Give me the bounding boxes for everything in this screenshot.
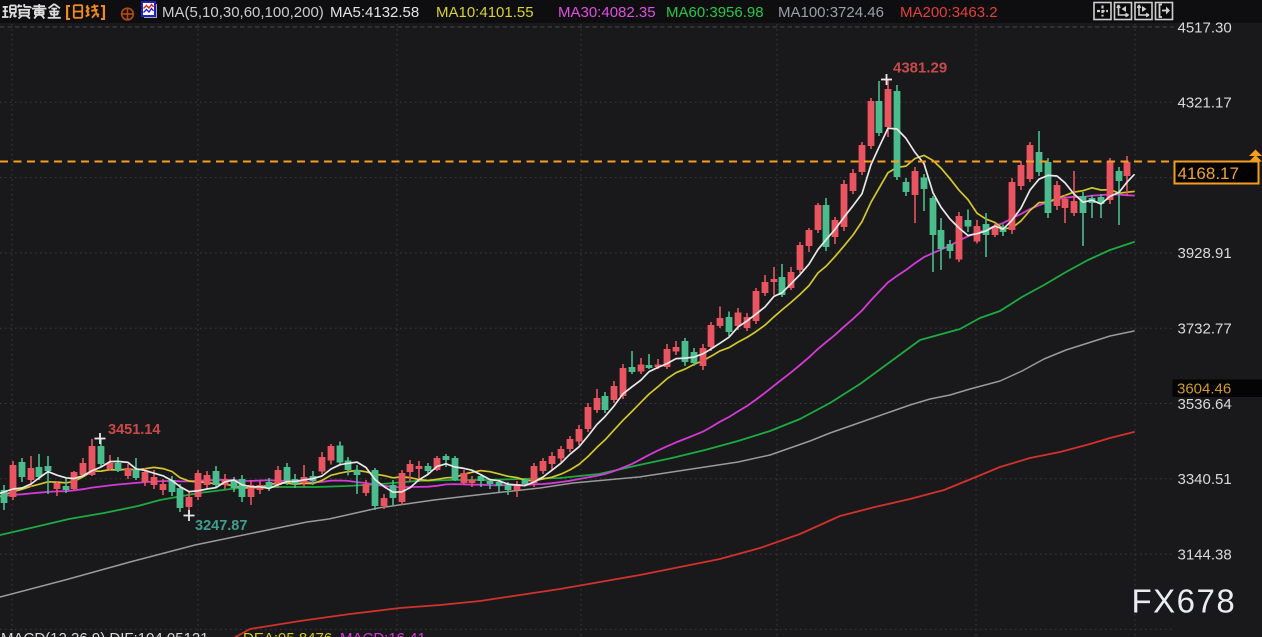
svg-text:3536.64: 3536.64 bbox=[1178, 396, 1232, 413]
svg-text:MA10:4101.55: MA10:4101.55 bbox=[436, 4, 534, 21]
svg-text:MACD(12,26,9) DIF:104.05121: MACD(12,26,9) DIF:104.05121 bbox=[1, 630, 209, 637]
svg-text:3247.87: 3247.87 bbox=[195, 518, 247, 534]
svg-text:3144.38: 3144.38 bbox=[1178, 546, 1232, 563]
svg-text:MA5:4132.58: MA5:4132.58 bbox=[330, 4, 419, 21]
svg-text:MA(5,10,30,60,100,200): MA(5,10,30,60,100,200) bbox=[162, 4, 324, 21]
svg-text:3340.51: 3340.51 bbox=[1178, 471, 1232, 488]
svg-text:3928.91: 3928.91 bbox=[1178, 245, 1232, 262]
svg-text:4381.29: 4381.29 bbox=[893, 60, 947, 77]
svg-text:FX678: FX678 bbox=[1132, 583, 1237, 620]
svg-text:MA100:3724.46: MA100:3724.46 bbox=[778, 4, 884, 21]
svg-text:3732.77: 3732.77 bbox=[1178, 321, 1232, 338]
svg-text:MA60:3956.98: MA60:3956.98 bbox=[666, 4, 764, 21]
svg-text:DEA:95.8476: DEA:95.8476 bbox=[243, 630, 332, 637]
svg-text:4168.17: 4168.17 bbox=[1178, 164, 1239, 183]
svg-text:4517.30: 4517.30 bbox=[1178, 19, 1232, 36]
svg-text:MA30:4082.35: MA30:4082.35 bbox=[558, 4, 656, 21]
svg-text:4321.17: 4321.17 bbox=[1178, 95, 1232, 112]
svg-text:3604.46: 3604.46 bbox=[1177, 381, 1231, 398]
svg-text:3451.14: 3451.14 bbox=[108, 422, 160, 438]
svg-text:MA200:3463.2: MA200:3463.2 bbox=[900, 4, 998, 21]
svg-text:MACD:16.41: MACD:16.41 bbox=[340, 630, 426, 637]
